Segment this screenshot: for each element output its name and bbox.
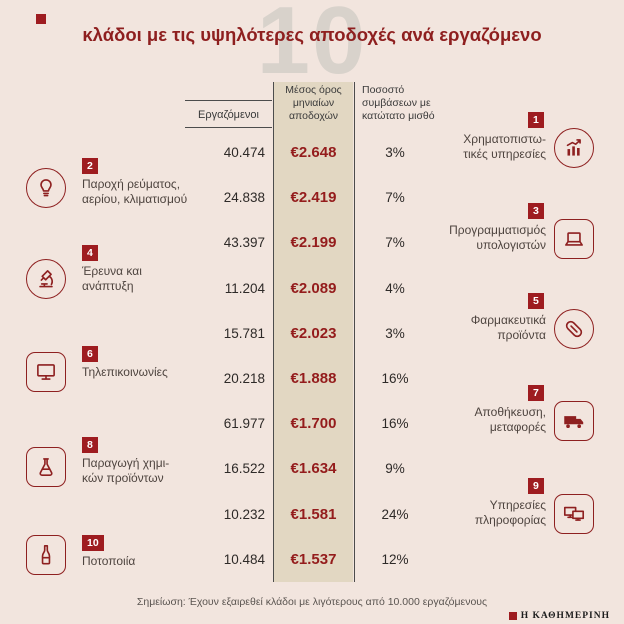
employees-value: 61.977 [223,416,265,431]
employees-value: 20.218 [223,371,265,386]
table-row: 20.218 €1.888 16% [0,356,624,401]
sector-label: Προγραμματισμός υπολογιστών [449,223,546,252]
rank-badge: 3 [528,203,544,219]
footnote: Σημείωση: Έχουν εξαιρεθεί κλάδοι με λιγό… [136,596,488,608]
column-divider-left [273,82,274,582]
minwage-pct-value: 9% [385,461,405,476]
screens-icon [554,494,594,534]
minwage-pct-value: 7% [385,190,405,205]
sector-label: Έρευνα και ανάπτυξη [82,264,142,293]
sector-label: Παραγωγή χημι- κών προϊόντων [82,456,170,485]
minwage-pct-value: 24% [381,507,409,522]
rank-badge: 7 [528,385,544,401]
rank-badge: 10 [82,535,104,551]
table-row: 24.838 €2.419 7% [0,175,624,220]
salary-value: €2.023 [290,325,337,342]
table-row: 16.522 €1.634 9% [0,446,624,491]
table-row: 43.397 €2.199 7% [0,220,624,265]
minwage-pct-value: 3% [385,145,405,160]
minwage-pct-value: 4% [385,281,405,296]
table-row: 10.484 €1.537 12% [0,537,624,582]
microscope-icon [26,259,66,299]
monitor-icon [26,352,66,392]
salary-value: €2.648 [290,144,337,161]
header-avg-salary: Μέσος όρος μηνιαίων αποδοχών [285,84,342,122]
sector-label: Παροχή ρεύματος, αερίου, κλιματισμού [82,177,188,206]
rank-badge: 8 [82,437,98,453]
employees-value: 16.522 [223,461,265,476]
salary-value: €1.537 [290,551,337,568]
minwage-pct-value: 12% [381,552,409,567]
sector-label: Τηλεπικοινωνίες [82,365,168,379]
employees-value: 10.484 [223,552,265,567]
column-divider-right [354,82,355,582]
sector-label: Χρηματοπιστω- τικές υπηρεσίες [463,132,546,161]
lightbulb-icon [26,168,66,208]
salary-value: €1.888 [290,370,337,387]
salary-value: €1.581 [290,506,337,523]
table-row: 10.232 €1.581 24% [0,492,624,537]
bar-chart-icon [554,128,594,168]
minwage-pct-value: 16% [381,416,409,431]
header-min-wage-pct: Ποσοστό συμβάσεων με κατώτατο μισθό [362,84,435,122]
employees-value: 43.397 [223,235,265,250]
salary-value: €2.199 [290,234,337,251]
sector-label: Ποτοποιία [82,554,136,568]
employees-value: 10.232 [223,507,265,522]
rank-badge: 6 [82,346,98,362]
watermark-number: 10 [256,0,368,94]
page-title: κλάδοι με τις υψηλότερες αποδοχές ανά ερ… [82,24,542,45]
salary-value: €1.634 [290,460,337,477]
employees-value: 24.838 [223,190,265,205]
minwage-pct-value: 3% [385,326,405,341]
rank-badge: 4 [82,245,98,261]
table-row: 40.474 €2.648 3% [0,130,624,175]
minwage-pct-value: 7% [385,235,405,250]
salary-value: €2.089 [290,280,337,297]
laptop-icon [554,219,594,259]
employees-value: 40.474 [223,145,265,160]
sector-label: Αποθήκευση, μεταφορές [474,405,546,434]
header-employees: Εργαζόμενοι [185,100,272,128]
rank-badge: 9 [528,478,544,494]
rank-badge: 1 [528,112,544,128]
sector-label: Φαρμακευτικά προϊόντα [470,313,546,342]
sector-label: Υπηρεσίες πληροφορίας [474,498,546,527]
corner-marker [36,14,46,24]
table-row: 61.977 €1.700 16% [0,401,624,446]
salary-value: €2.419 [290,189,337,206]
salary-column-band [274,82,353,582]
table-row: 15.781 €2.023 3% [0,311,624,356]
salary-value: €1.700 [290,415,337,432]
publisher-logo-icon [508,612,517,620]
bottle-icon [26,535,66,575]
publisher-name: Η ΚΑΘΗΜΕΡΙΝΗ [520,611,610,621]
employees-value: 15.781 [223,326,265,341]
pill-icon [554,309,594,349]
publisher-logo: Η ΚΑΘΗΜΕΡΙΝΗ [508,611,610,621]
rank-badge: 2 [82,158,98,174]
flask-icon [26,447,66,487]
truck-icon [554,401,594,441]
rank-badge: 5 [528,293,544,309]
table-row: 11.204 €2.089 4% [0,266,624,311]
minwage-pct-value: 16% [381,371,409,386]
employees-value: 11.204 [224,281,265,296]
